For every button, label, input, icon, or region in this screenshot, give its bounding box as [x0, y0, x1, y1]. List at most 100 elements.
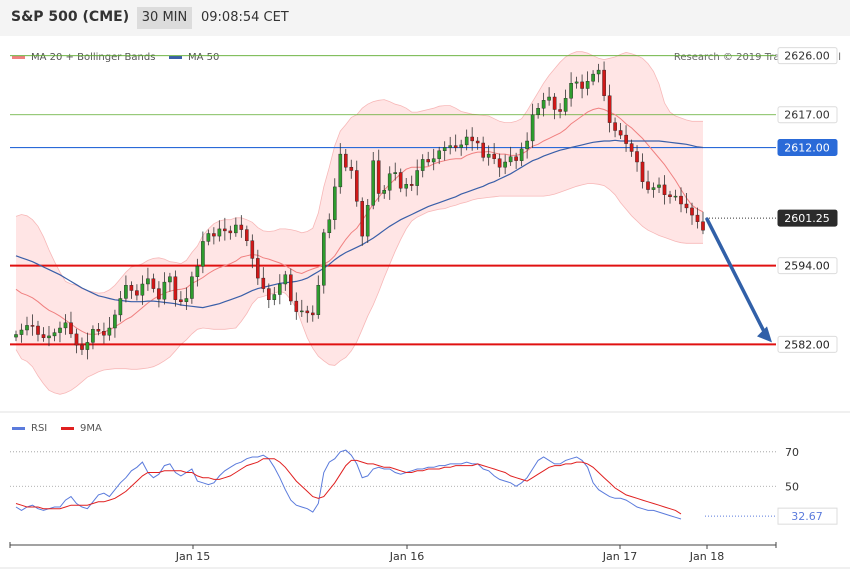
bear-candle [475, 140, 480, 144]
bear-candle [228, 230, 233, 234]
bull-candle [338, 153, 343, 188]
bull-candle [574, 81, 579, 84]
bear-candle [695, 214, 700, 222]
bull-candle [233, 224, 238, 234]
ma20-line [15, 107, 704, 336]
bull-candle [365, 205, 370, 237]
bull-candle [107, 327, 112, 336]
instrument-title: S&P 500 (CME) [11, 9, 130, 25]
level-label-2582.00: 2582.00 [784, 338, 830, 351]
bull-candle [283, 274, 288, 285]
bear-candle [80, 344, 84, 350]
bull-candle [47, 335, 51, 339]
bull-candle [124, 285, 128, 299]
bull-candle [442, 147, 447, 151]
legend-ma20-label: MA 20 + Bollinger Bands [31, 52, 156, 63]
rsi-tick-70: 70 [785, 446, 799, 459]
bear-candle [289, 274, 293, 302]
bear-candle [267, 288, 271, 301]
bull-candle [591, 73, 595, 82]
bull-candle [519, 148, 524, 161]
rsi-line [15, 449, 682, 520]
bull-candle [19, 329, 24, 335]
bear-candle [305, 310, 310, 314]
bull-candle [333, 186, 337, 220]
bear-candle [580, 81, 584, 89]
bollinger-upper-line [15, 51, 703, 294]
x-tick-label: Jan 18 [689, 550, 724, 563]
bear-candle [173, 276, 178, 300]
legend-ma20-swatch [12, 55, 25, 59]
bull-candle [536, 107, 540, 115]
bear-candle [344, 153, 348, 168]
bull-candle [85, 342, 90, 350]
rsi-9ma-line [15, 458, 682, 515]
bollinger-lower-line [15, 183, 703, 395]
bear-candle [613, 122, 617, 131]
legend-9ma-label: 9MA [80, 423, 102, 434]
bull-candle [448, 145, 453, 148]
bull-candle [651, 187, 656, 190]
bull-candle [657, 184, 661, 188]
bear-candle [690, 207, 694, 216]
bull-candle [547, 96, 551, 101]
bear-candle [668, 194, 672, 198]
bear-candle [222, 228, 227, 232]
header-time: 09:08:54 CET [201, 10, 289, 25]
bear-candle [679, 195, 683, 205]
bear-candle [497, 158, 502, 168]
bear-candle [607, 95, 612, 123]
bear-candle [179, 299, 183, 302]
bull-candle [118, 298, 123, 316]
level-label-2612.00-box [777, 139, 838, 157]
level-label-2617.00-box [777, 106, 838, 124]
bear-candle [74, 333, 79, 346]
ma50-line [15, 139, 704, 309]
bear-candle [552, 96, 557, 110]
bear-candle [426, 159, 431, 163]
bear-candle [96, 329, 101, 332]
bull-candle [168, 276, 172, 283]
bear-candle [629, 143, 634, 152]
bull-candle [217, 228, 222, 237]
bear-candle [69, 322, 73, 335]
level-label-2612.00: 2612.00 [784, 142, 830, 155]
bear-candle [349, 166, 354, 171]
bear-candle [701, 221, 705, 231]
bull-candle [184, 298, 189, 302]
bull-candle [596, 69, 601, 75]
bull-candle [420, 159, 425, 171]
bull-candle [52, 332, 57, 337]
bull-candle [322, 232, 326, 286]
bull-candle [503, 161, 507, 168]
bear-candle [311, 312, 315, 316]
bear-candle [618, 130, 623, 136]
legend-rsi-label: RSI [31, 423, 48, 434]
rsi-value-label: 32.67 [791, 510, 823, 523]
legend-ma50-label: MA 50 [188, 52, 220, 63]
legend-rsi: RSI [12, 423, 47, 434]
bull-candle [508, 156, 513, 163]
bear-candle [135, 290, 139, 296]
bull-candle [541, 100, 546, 109]
bull-candle [140, 283, 145, 296]
bull-candle [404, 184, 409, 189]
legend-9ma-swatch [61, 426, 74, 430]
x-tick-label: Jan 17 [602, 550, 637, 563]
bear-candle [558, 109, 562, 112]
bull-candle [569, 82, 573, 99]
bear-candle [640, 161, 645, 182]
bull-candle [371, 160, 376, 206]
bear-candle [261, 277, 266, 289]
level-label-2626.00-box [777, 47, 838, 65]
bear-candle [244, 229, 249, 242]
bear-candle [41, 334, 46, 338]
bear-candle [624, 134, 628, 144]
bear-candle [409, 184, 414, 186]
timeframe-button[interactable]: 30 MIN [137, 7, 192, 29]
bull-candle [278, 283, 282, 295]
level-label-2582.00-box [777, 335, 838, 353]
bull-candle [272, 294, 277, 300]
bull-candle [673, 195, 678, 198]
